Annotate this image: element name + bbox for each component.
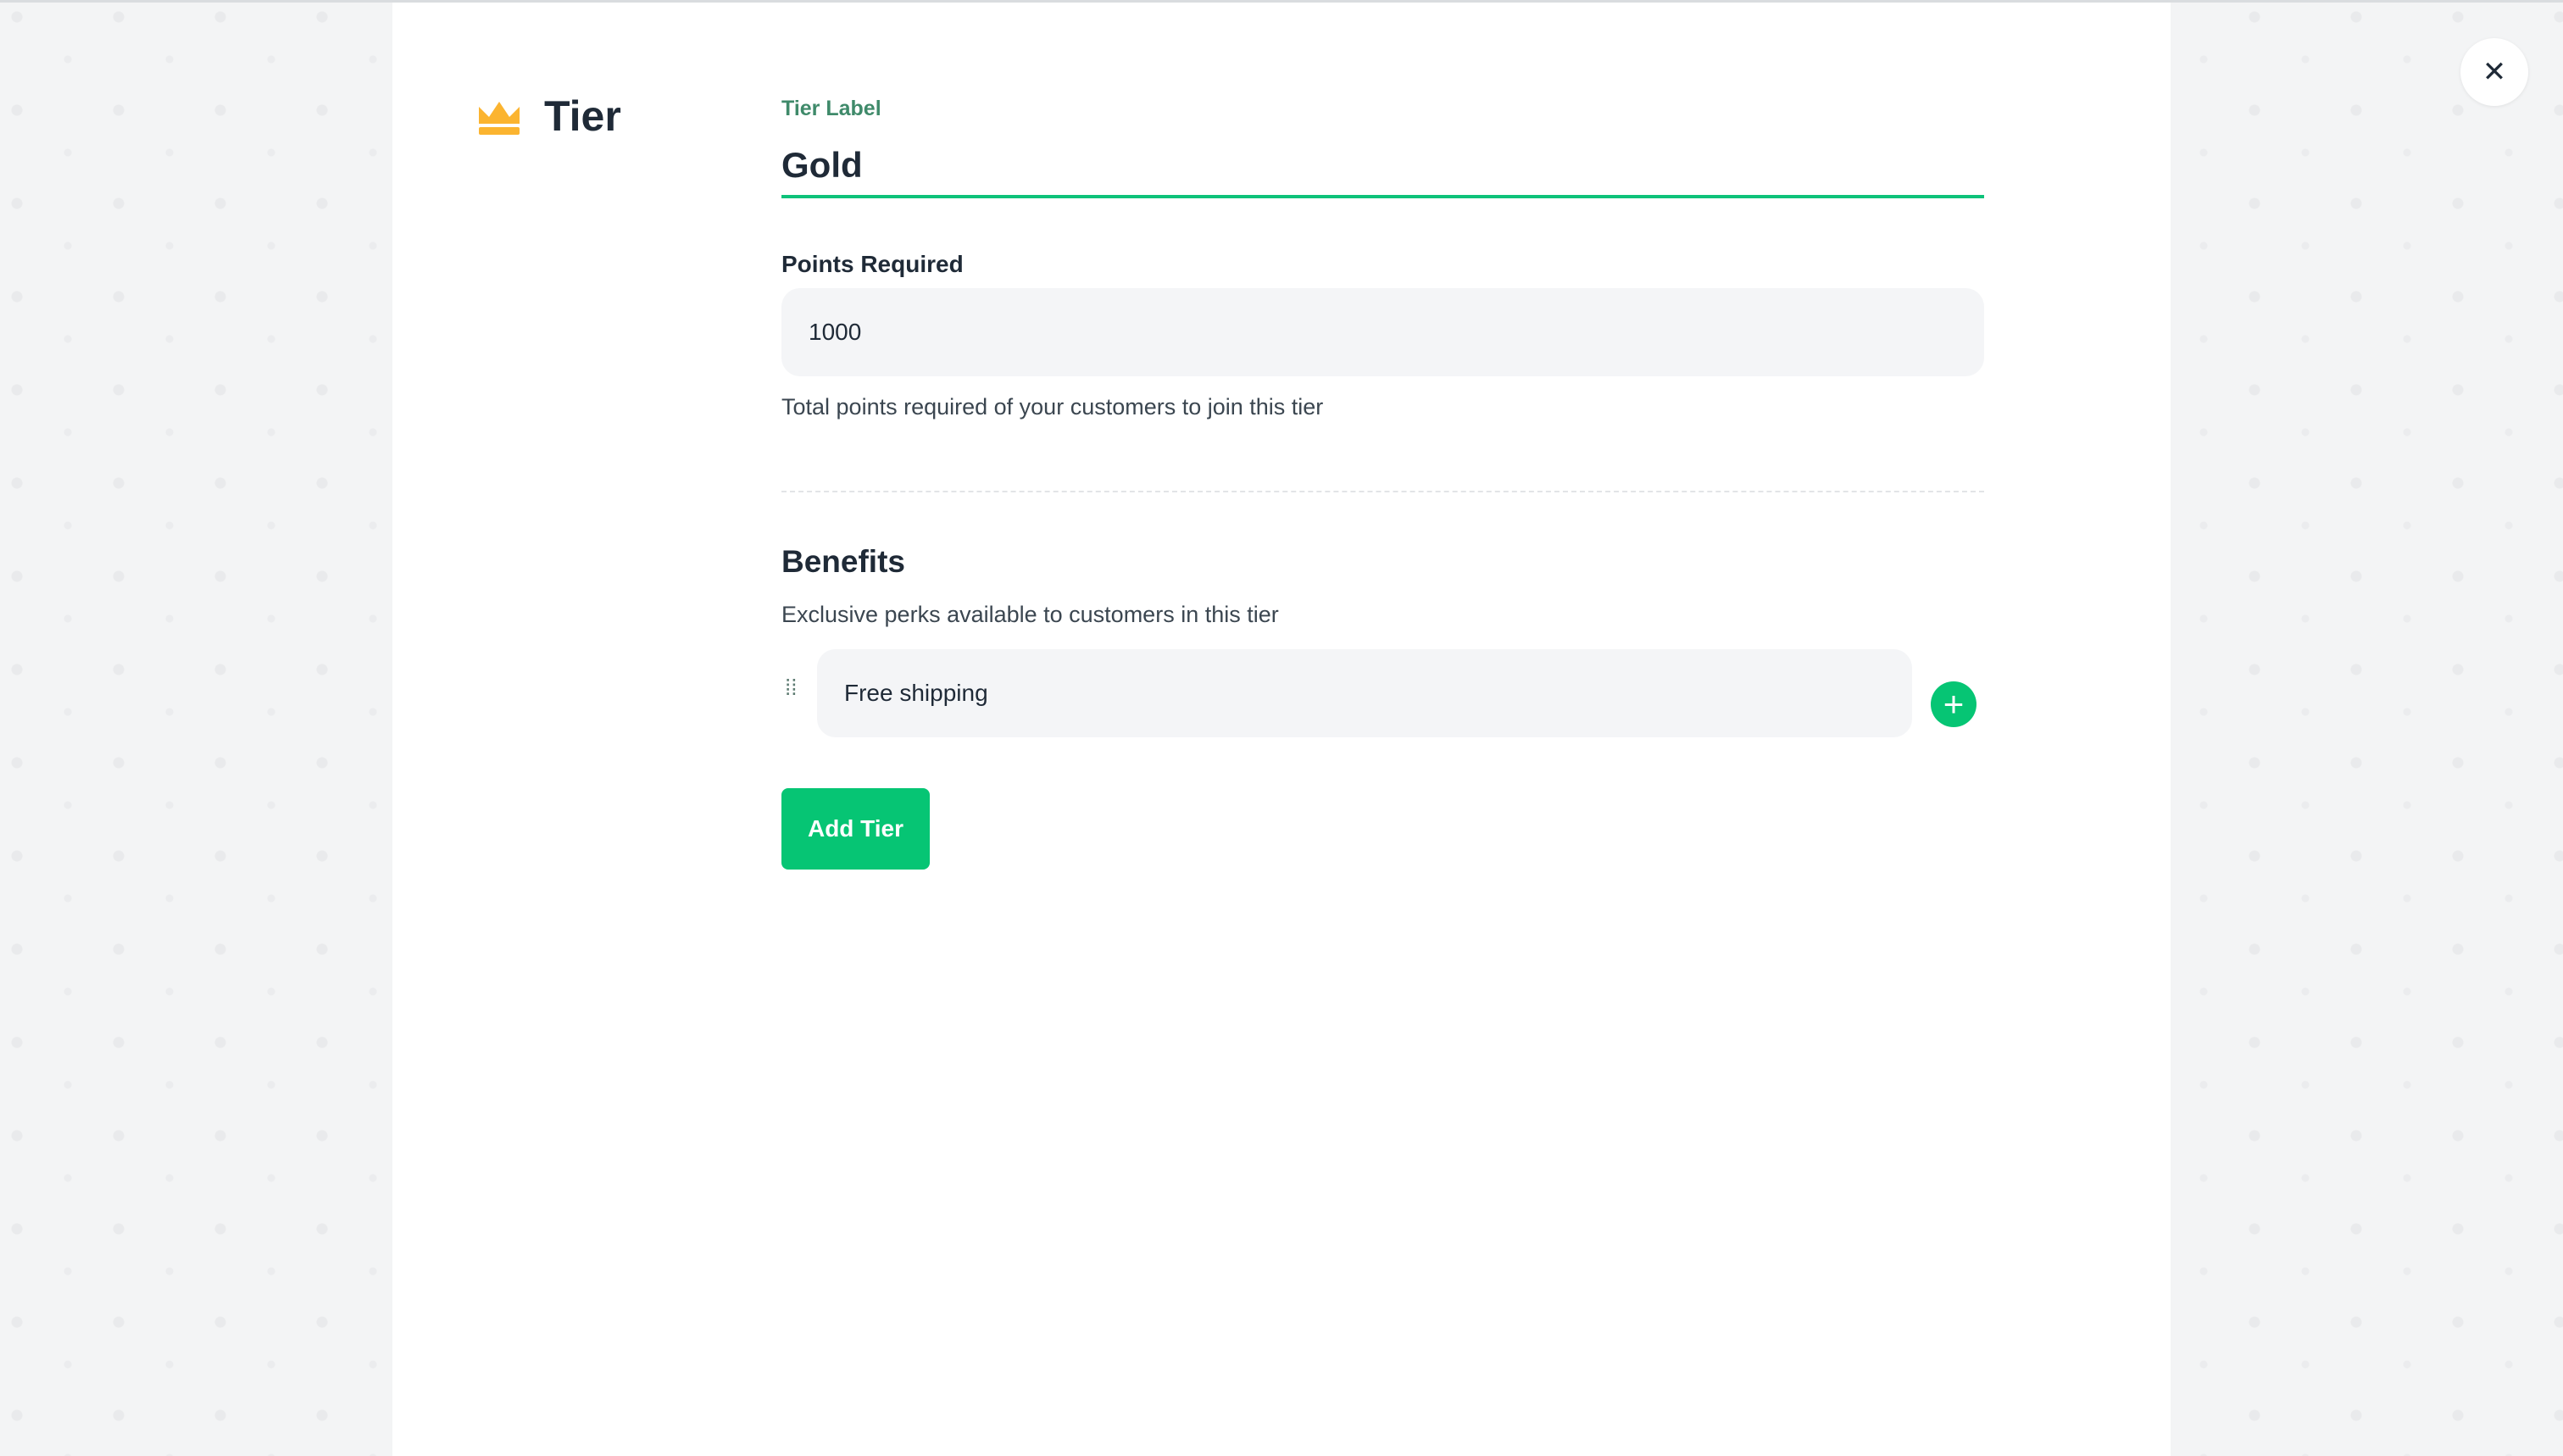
points-required-input[interactable]	[781, 288, 1984, 376]
benefits-title: Benefits	[781, 544, 905, 579]
tier-label-input[interactable]	[781, 136, 1984, 198]
close-button[interactable]: ✕	[2460, 38, 2528, 106]
points-required-label: Points Required	[781, 251, 964, 277]
section-divider	[781, 491, 1984, 492]
benefit-input[interactable]	[817, 649, 1912, 737]
add-tier-button[interactable]: Add Tier	[781, 788, 930, 870]
drag-handle-icon[interactable]: ⁞⁞	[785, 675, 798, 700]
points-help-text: Total points required of your customers …	[781, 394, 1324, 420]
add-benefit-button[interactable]: +	[1931, 681, 1976, 727]
crown-icon	[479, 102, 520, 135]
benefits-description: Exclusive perks available to customers i…	[781, 602, 1279, 627]
page-title: Tier	[544, 92, 621, 140]
top-border	[0, 0, 2563, 3]
tier-label-label: Tier Label	[781, 97, 881, 120]
